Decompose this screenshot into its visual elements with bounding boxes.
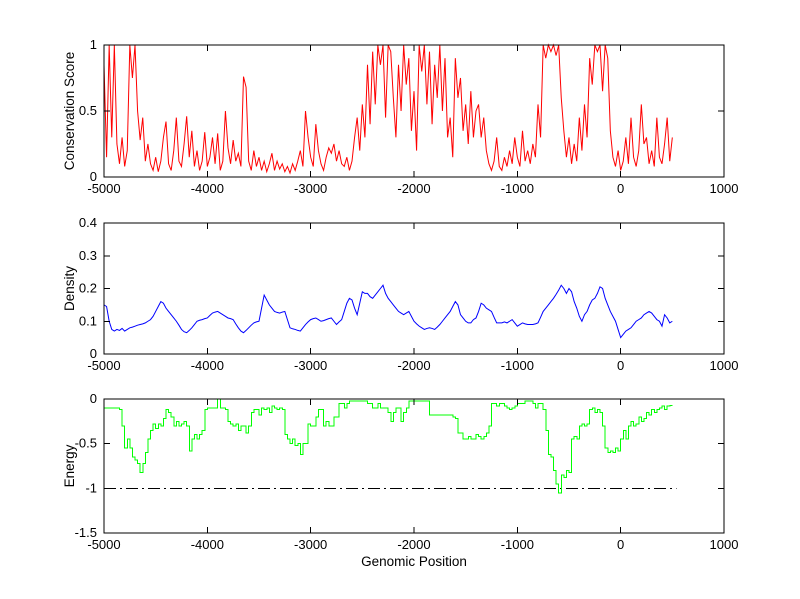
x-tick-label: -5000 bbox=[87, 537, 120, 552]
x-tick-label: -2000 bbox=[397, 358, 430, 373]
conservation-axes-box bbox=[103, 44, 725, 178]
x-tick-label: -2000 bbox=[397, 181, 430, 196]
y-tick-label: -1 bbox=[85, 480, 97, 495]
y-tick-label: 0.5 bbox=[79, 103, 97, 118]
y-tick-label: 0.4 bbox=[79, 215, 97, 230]
x-tick-label: 1000 bbox=[710, 358, 739, 373]
density-axes-box bbox=[103, 222, 725, 355]
x-tick-label: -3000 bbox=[294, 181, 327, 196]
conservation-line bbox=[103, 43, 673, 175]
conservation-y-axis-label: Conservation Score bbox=[62, 52, 77, 171]
y-tick-label: 0.1 bbox=[79, 313, 97, 328]
y-tick-label: 0 bbox=[90, 346, 97, 361]
y-tick-label: 0 bbox=[90, 391, 97, 406]
x-tick-label: -5000 bbox=[87, 181, 120, 196]
x-tick-label: -3000 bbox=[294, 358, 327, 373]
x-tick-label: -2000 bbox=[397, 537, 430, 552]
density-y-axis-label: Density bbox=[62, 266, 77, 311]
y-tick-label: 0.2 bbox=[79, 281, 97, 296]
x-tick-label: 0 bbox=[617, 358, 624, 373]
x-tick-label: -4000 bbox=[191, 358, 224, 373]
density-line bbox=[103, 284, 673, 339]
x-tick-label: 1000 bbox=[710, 537, 739, 552]
y-tick-label: 0.3 bbox=[79, 248, 97, 263]
x-tick-label: 0 bbox=[617, 181, 624, 196]
conservation-panel: -5000 -4000 -3000 -2000 -1000 0 1000 0 0.5 1 Conse… bbox=[62, 37, 738, 196]
x-tick-label: -3000 bbox=[294, 537, 327, 552]
x-tick-label: -1000 bbox=[501, 537, 534, 552]
x-tick-label: -5000 bbox=[87, 358, 120, 373]
x-tick-label: 0 bbox=[617, 537, 624, 552]
x-tick-label: -1000 bbox=[501, 181, 534, 196]
x-tick-label: -1000 bbox=[501, 358, 534, 373]
x-axis-label: Genomic Position bbox=[361, 554, 467, 569]
y-tick-label: 1 bbox=[90, 37, 97, 52]
energy-y-axis-label: Energy bbox=[62, 444, 77, 487]
x-tick-label: -4000 bbox=[191, 537, 224, 552]
energy-panel: -5000 -4000 -3000 -2000 -1000 0 1000 -1.5 -1 -0.5… bbox=[62, 391, 738, 569]
energy-axes-box bbox=[103, 398, 725, 534]
x-tick-label: 1000 bbox=[710, 181, 739, 196]
x-tick-label: -4000 bbox=[191, 181, 224, 196]
density-panel: -5000 -4000 -3000 -2000 -1000 0 1000 0 0.1 0.2 0.3… bbox=[62, 215, 738, 373]
y-tick-label: -1.5 bbox=[75, 525, 97, 540]
energy-line bbox=[104, 398, 673, 494]
y-tick-label: -0.5 bbox=[75, 436, 97, 451]
y-tick-label: 0 bbox=[90, 169, 97, 184]
